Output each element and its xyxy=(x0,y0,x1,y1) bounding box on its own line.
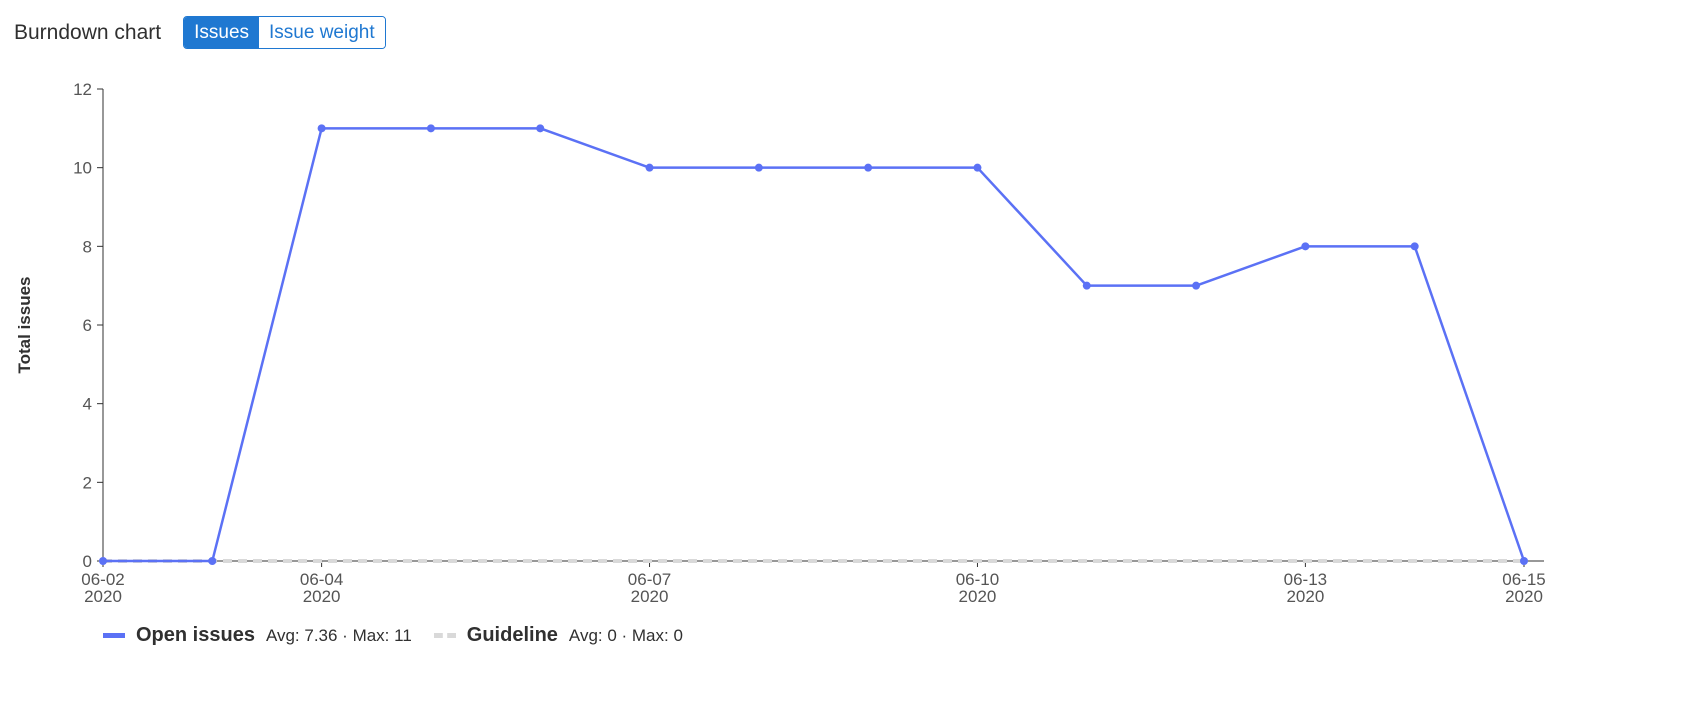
x-tick-label: 06-13 xyxy=(1284,570,1327,589)
x-tick-year-label: 2020 xyxy=(1286,587,1324,606)
x-tick-year-label: 2020 xyxy=(959,587,997,606)
metric-toggle: Issues Issue weight xyxy=(183,16,386,49)
open-issues-point[interactable] xyxy=(864,163,873,172)
x-tick-label: 06-15 xyxy=(1502,570,1545,589)
legend-stats-open-issues: Avg: 7.36 · Max: 11 xyxy=(265,625,412,645)
issue-weight-toggle-button[interactable]: Issue weight xyxy=(259,17,385,48)
open-issues-point[interactable] xyxy=(1520,557,1528,565)
open-issues-point[interactable] xyxy=(317,124,326,133)
open-issues-point[interactable] xyxy=(754,163,763,172)
x-tick-year-label: 2020 xyxy=(631,587,669,606)
x-axis-ticks: 06-02202006-04202006-07202006-10202006-1… xyxy=(81,561,1546,606)
chart-header: Burndown chart Issues Issue weight xyxy=(14,16,386,49)
x-tick-label: 06-02 xyxy=(81,570,124,589)
guideline-swatch xyxy=(433,633,456,638)
series-layer xyxy=(99,124,1528,565)
y-tick-label: 4 xyxy=(83,395,92,414)
legend-stats-guideline: Avg: 0 · Max: 0 xyxy=(568,625,683,645)
x-tick-label: 06-04 xyxy=(300,570,343,589)
x-tick-year-label: 2020 xyxy=(303,587,341,606)
chart-legend: Open issues Avg: 7.36 · Max: 11 Guidelin… xyxy=(103,624,705,647)
x-tick-year-label: 2020 xyxy=(1505,587,1543,606)
open-issues-point[interactable] xyxy=(645,163,654,172)
y-tick-label: 10 xyxy=(73,159,92,178)
y-tick-label: 6 xyxy=(83,316,92,335)
open-issues-point[interactable] xyxy=(208,557,217,565)
chart-title: Burndown chart xyxy=(14,20,162,44)
open-issues-point[interactable] xyxy=(1410,242,1419,251)
y-axis-title: Total issues xyxy=(15,277,34,374)
open-issues-point[interactable] xyxy=(426,124,435,133)
legend-item-guideline[interactable]: Guideline Avg: 0 · Max: 0 xyxy=(433,624,683,647)
x-tick-label: 06-07 xyxy=(628,570,671,589)
axes xyxy=(102,89,1544,562)
y-tick-label: 8 xyxy=(83,237,92,256)
y-tick-label: 12 xyxy=(73,80,92,99)
y-axis-title-group: Total issues xyxy=(15,277,34,374)
legend-item-open-issues[interactable]: Open issues Avg: 7.36 · Max: 11 xyxy=(103,624,412,647)
y-tick-label: 2 xyxy=(83,473,92,492)
legend-name-guideline: Guideline xyxy=(466,624,558,646)
open-issues-point[interactable] xyxy=(1082,281,1091,290)
open-issues-point[interactable] xyxy=(1192,281,1201,290)
x-tick-label: 06-10 xyxy=(956,570,999,589)
open-issues-point[interactable] xyxy=(99,557,107,565)
issues-toggle-button[interactable]: Issues xyxy=(184,17,260,48)
open-issues-series-line xyxy=(103,127,1526,563)
x-tick-year-label: 2020 xyxy=(84,587,122,606)
y-axis-ticks: 0 2 4 6 8 10 12 xyxy=(73,80,103,571)
open-issues-point[interactable] xyxy=(536,124,545,133)
y-tick-label: 0 xyxy=(83,552,92,571)
legend-name-open-issues: Open issues xyxy=(136,624,255,646)
open-issues-point[interactable] xyxy=(1301,242,1310,251)
open-issues-point[interactable] xyxy=(973,163,982,172)
open-issues-swatch xyxy=(103,633,125,638)
